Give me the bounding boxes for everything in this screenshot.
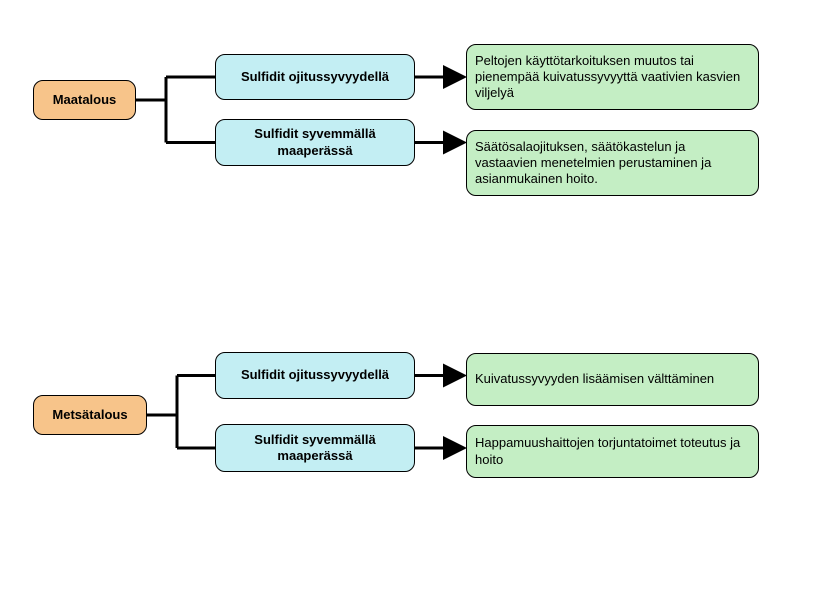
leaf-metsa-syva-label: Happamuushaittojen torjuntatoimet toteut… xyxy=(475,435,750,468)
mid-metsa-ojitus-label: Sulfidit ojitussyvyydellä xyxy=(241,367,389,383)
leaf-maatalous-syva-label: Säätösalaojituksen, säätökastelun ja vas… xyxy=(475,139,750,188)
mid-metsa-syva: Sulfidit syvemmällä maaperässä xyxy=(215,424,415,472)
root-maatalous-label: Maatalous xyxy=(53,92,117,108)
leaf-maatalous-ojitus: Peltojen käyttötarkoituksen muutos tai p… xyxy=(466,44,759,110)
root-metsatalous: Metsätalous xyxy=(33,395,147,435)
leaf-metsa-syva: Happamuushaittojen torjuntatoimet toteut… xyxy=(466,425,759,478)
root-maatalous: Maatalous xyxy=(33,80,136,120)
leaf-maatalous-ojitus-label: Peltojen käyttötarkoituksen muutos tai p… xyxy=(475,53,750,102)
mid-metsa-ojitus: Sulfidit ojitussyvyydellä xyxy=(215,352,415,399)
mid-maatalous-syva: Sulfidit syvemmällä maaperässä xyxy=(215,119,415,166)
leaf-metsa-ojitus-label: Kuivatussyvyyden lisäämisen välttäminen xyxy=(475,371,714,387)
mid-maatalous-ojitus-label: Sulfidit ojitussyvyydellä xyxy=(241,69,389,85)
root-metsatalous-label: Metsätalous xyxy=(52,407,127,423)
mid-maatalous-syva-label: Sulfidit syvemmällä maaperässä xyxy=(224,126,406,159)
leaf-metsa-ojitus: Kuivatussyvyyden lisäämisen välttäminen xyxy=(466,353,759,406)
leaf-maatalous-syva: Säätösalaojituksen, säätökastelun ja vas… xyxy=(466,130,759,196)
mid-maatalous-ojitus: Sulfidit ojitussyvyydellä xyxy=(215,54,415,100)
mid-metsa-syva-label: Sulfidit syvemmällä maaperässä xyxy=(224,432,406,465)
